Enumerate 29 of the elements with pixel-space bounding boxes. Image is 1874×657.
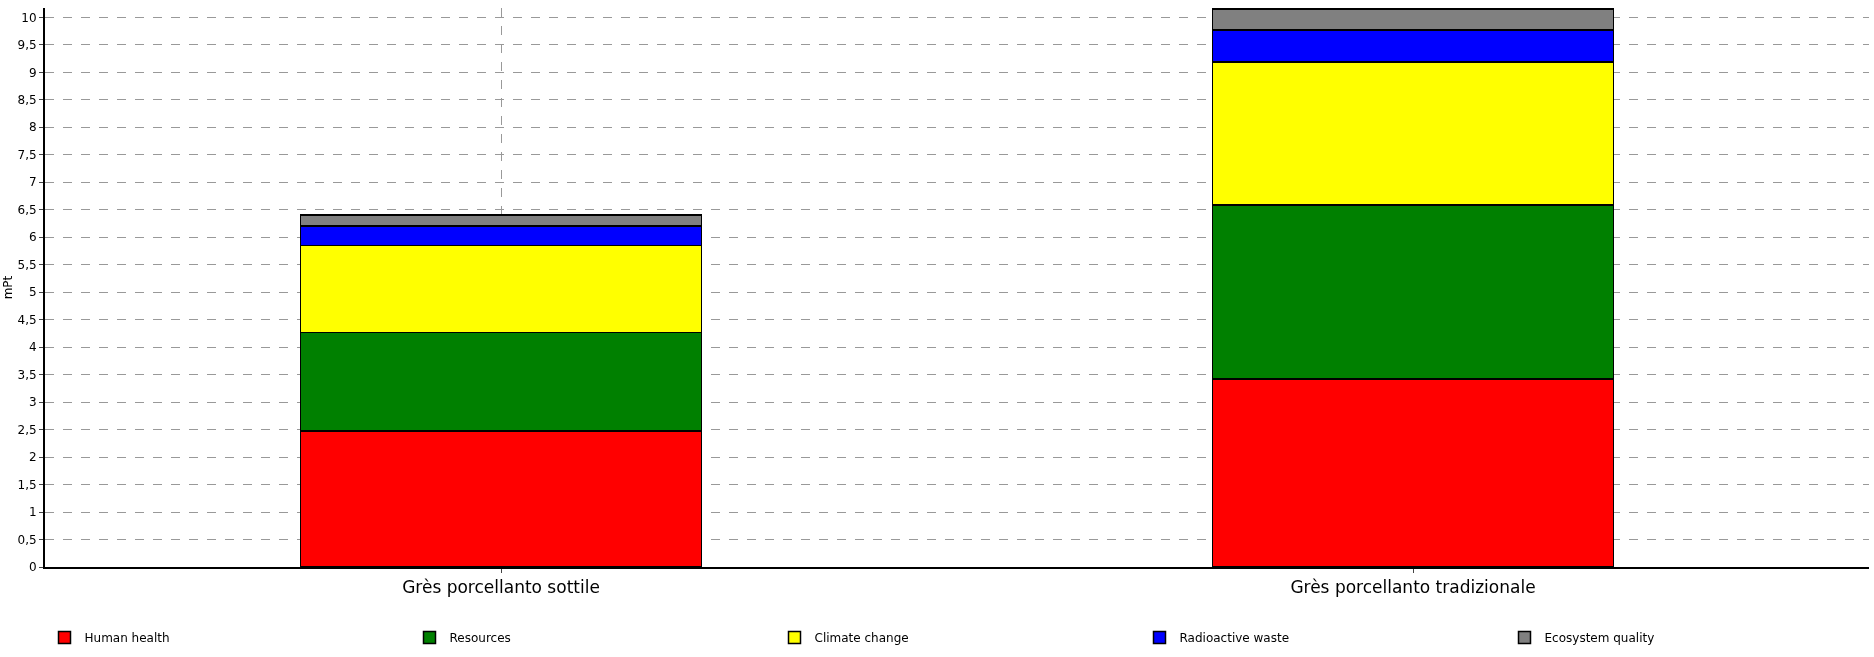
y-axis-title: mPt xyxy=(1,275,16,300)
legend-label: Ecosystem quality xyxy=(1544,631,1655,646)
x-tick-label: Grès porcellanto tradizionale xyxy=(1290,577,1536,598)
y-tick-label: 2 xyxy=(28,450,37,465)
y-tick-label: 5,5 xyxy=(17,257,37,272)
y-tick-label: 8,5 xyxy=(17,92,37,107)
y-tick-label: 10 xyxy=(21,10,37,25)
y-tick-label: 9,5 xyxy=(17,38,37,53)
y-tick-label: 4,5 xyxy=(17,312,37,327)
y-tick-label: 6,5 xyxy=(17,202,37,217)
legend-label: Human health xyxy=(84,631,170,646)
y-tick-label: 2,5 xyxy=(17,422,37,437)
legend-label: Climate change xyxy=(814,631,909,646)
y-tick-label: 1 xyxy=(28,505,37,520)
y-tick-label: 7,5 xyxy=(17,147,37,162)
x-tick-label: Grès porcellanto sottile xyxy=(402,577,600,598)
legend-label: Radioactive waste xyxy=(1179,631,1290,646)
y-tick-label: 8 xyxy=(28,120,37,135)
y-tick-label: 3,5 xyxy=(17,367,37,382)
y-tick-label: 6 xyxy=(28,230,37,245)
y-tick-label: 9 xyxy=(28,65,37,80)
y-tick-label: 5 xyxy=(28,285,37,300)
y-tick-label: 3 xyxy=(28,395,37,410)
y-tick-label: 4 xyxy=(28,340,37,355)
y-tick-label: 0,5 xyxy=(17,532,37,547)
legend-label: Resources xyxy=(449,631,511,646)
y-tick-label: 1,5 xyxy=(17,477,37,492)
y-tick-label: 7 xyxy=(28,175,37,190)
y-tick-label: 0 xyxy=(28,560,37,575)
